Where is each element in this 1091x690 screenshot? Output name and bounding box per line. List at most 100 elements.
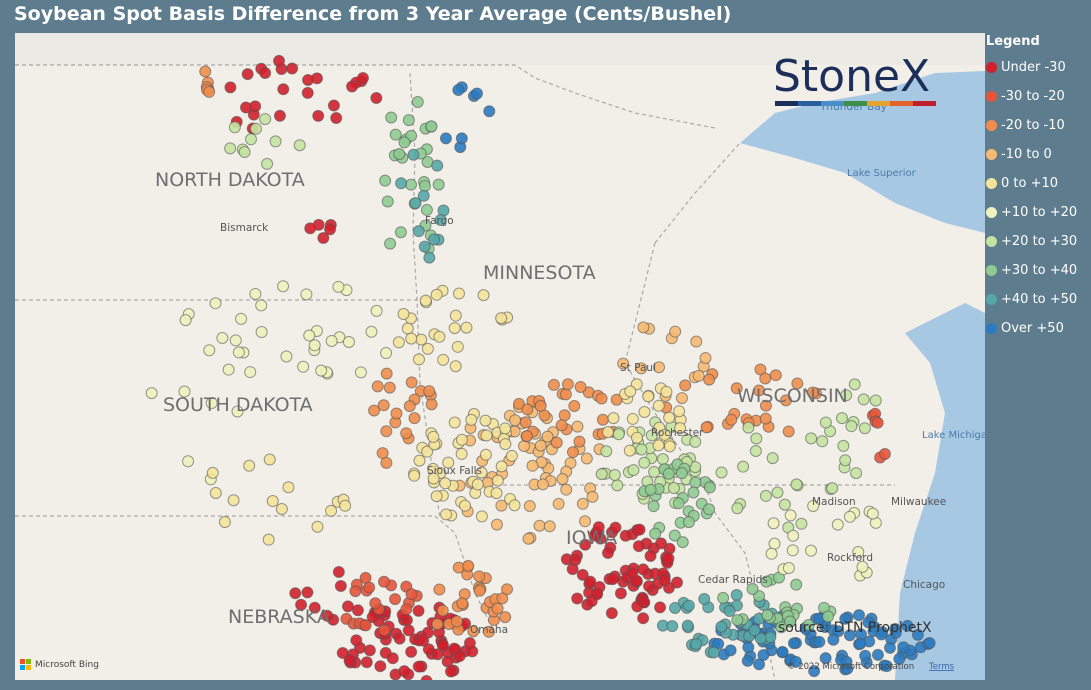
basis-dot xyxy=(555,419,568,432)
basis-dot xyxy=(395,177,408,190)
basis-dot xyxy=(586,490,599,503)
basis-dot xyxy=(856,560,869,573)
logo-stripe xyxy=(913,101,936,106)
basis-dot xyxy=(652,439,665,452)
basis-dot xyxy=(561,378,574,391)
basis-dot xyxy=(332,566,345,579)
basis-dot xyxy=(505,449,518,462)
basis-dot xyxy=(425,398,438,411)
basis-dot xyxy=(417,189,430,202)
legend-label: 0 to +10 xyxy=(1001,176,1059,191)
basis-dot xyxy=(471,478,484,491)
basis-dot xyxy=(775,621,788,634)
source: source: DTN ProphetX xyxy=(778,620,932,636)
basis-dot xyxy=(627,464,640,477)
legend-item[interactable]: +10 to +20 xyxy=(986,198,1091,227)
basis-dot xyxy=(423,251,436,264)
basis-dot xyxy=(421,342,434,355)
state-label: MINNESOTA xyxy=(483,262,596,284)
basis-dot xyxy=(509,414,522,427)
basis-dot xyxy=(363,644,376,657)
basis-dot xyxy=(448,322,461,335)
basis-dot xyxy=(380,456,393,469)
legend-item[interactable]: +40 to +50 xyxy=(986,285,1091,314)
legend-item[interactable]: +20 to +30 xyxy=(986,227,1091,256)
basis-dot xyxy=(748,624,761,637)
basis-dot xyxy=(558,409,571,422)
basis-dot xyxy=(365,325,378,338)
legend-item[interactable]: 0 to +10 xyxy=(986,169,1091,198)
basis-dot xyxy=(837,439,850,452)
basis-dot xyxy=(560,483,573,496)
basis-dot xyxy=(449,309,462,322)
basis-dot xyxy=(759,489,772,502)
basis-dot xyxy=(405,332,418,345)
basis-dot xyxy=(412,225,425,238)
basis-dot xyxy=(341,600,354,613)
basis-dot xyxy=(229,334,242,347)
basis-dot xyxy=(266,495,279,508)
state-label: NEBRASKA xyxy=(228,606,330,628)
basis-dot xyxy=(428,233,441,246)
legend-item[interactable]: +30 to +40 xyxy=(986,256,1091,285)
map[interactable]: NORTH DAKOTA SOUTH DAKOTA MINNESOTA WISCONS… xyxy=(15,33,985,680)
basis-dot xyxy=(315,364,328,377)
basis-dot xyxy=(571,420,584,433)
basis-dot xyxy=(671,576,684,589)
basis-dot xyxy=(413,454,426,467)
basis-dot xyxy=(782,562,795,575)
basis-dot xyxy=(431,159,444,172)
basis-dot xyxy=(769,369,782,382)
basis-dot xyxy=(605,607,618,620)
place-label: Omaha xyxy=(470,624,508,636)
legend-item[interactable]: -10 to 0 xyxy=(986,140,1091,169)
basis-dot xyxy=(534,439,547,452)
basis-dot xyxy=(218,516,231,529)
place-label: Cedar Rapids xyxy=(698,574,768,586)
basis-dot xyxy=(674,422,687,435)
basis-dot xyxy=(455,433,468,446)
basis-dot xyxy=(227,494,240,507)
legend-swatch xyxy=(986,265,997,276)
logo-stripe xyxy=(844,101,867,106)
basis-dot xyxy=(393,148,406,161)
basis-dot xyxy=(619,529,632,542)
basis-dot xyxy=(249,287,262,300)
basis-dot xyxy=(778,498,791,511)
basis-dot xyxy=(380,347,393,360)
basis-dot xyxy=(407,148,420,161)
basis-dot xyxy=(866,507,879,520)
legend-item[interactable]: Under -30 xyxy=(986,53,1091,82)
logo-stripe xyxy=(867,101,890,106)
basis-dot xyxy=(731,502,744,515)
lake-michigan xyxy=(895,303,985,680)
basis-dot xyxy=(689,435,702,448)
basis-dot xyxy=(232,346,245,359)
terms[interactable]: Terms xyxy=(928,662,955,672)
basis-dot xyxy=(400,603,413,616)
legend-label: Over +50 xyxy=(1001,321,1064,336)
basis-dot xyxy=(411,95,424,108)
legend-item[interactable]: -20 to -10 xyxy=(986,111,1091,140)
legend-label: -30 to -20 xyxy=(1001,89,1065,104)
basis-dot xyxy=(742,421,755,434)
legend-item[interactable]: -30 to -20 xyxy=(986,82,1091,111)
basis-dot xyxy=(852,609,865,622)
basis-dot xyxy=(536,478,549,491)
legend-item[interactable]: Over +50 xyxy=(986,314,1091,343)
basis-dot xyxy=(742,641,755,654)
basis-dot xyxy=(626,567,639,580)
basis-dot xyxy=(614,587,627,600)
basis-dot xyxy=(843,629,856,642)
basis-dot xyxy=(255,326,268,339)
basis-dot xyxy=(420,203,433,216)
legend-label: -20 to -10 xyxy=(1001,118,1065,133)
place-label: Madison xyxy=(812,496,856,508)
basis-dot xyxy=(311,520,324,533)
basis-dot xyxy=(782,425,795,438)
basis-dot xyxy=(178,385,191,398)
basis-dot xyxy=(473,584,486,597)
basis-dot xyxy=(669,601,682,614)
basis-dot xyxy=(523,500,536,513)
basis-dot xyxy=(569,553,582,566)
